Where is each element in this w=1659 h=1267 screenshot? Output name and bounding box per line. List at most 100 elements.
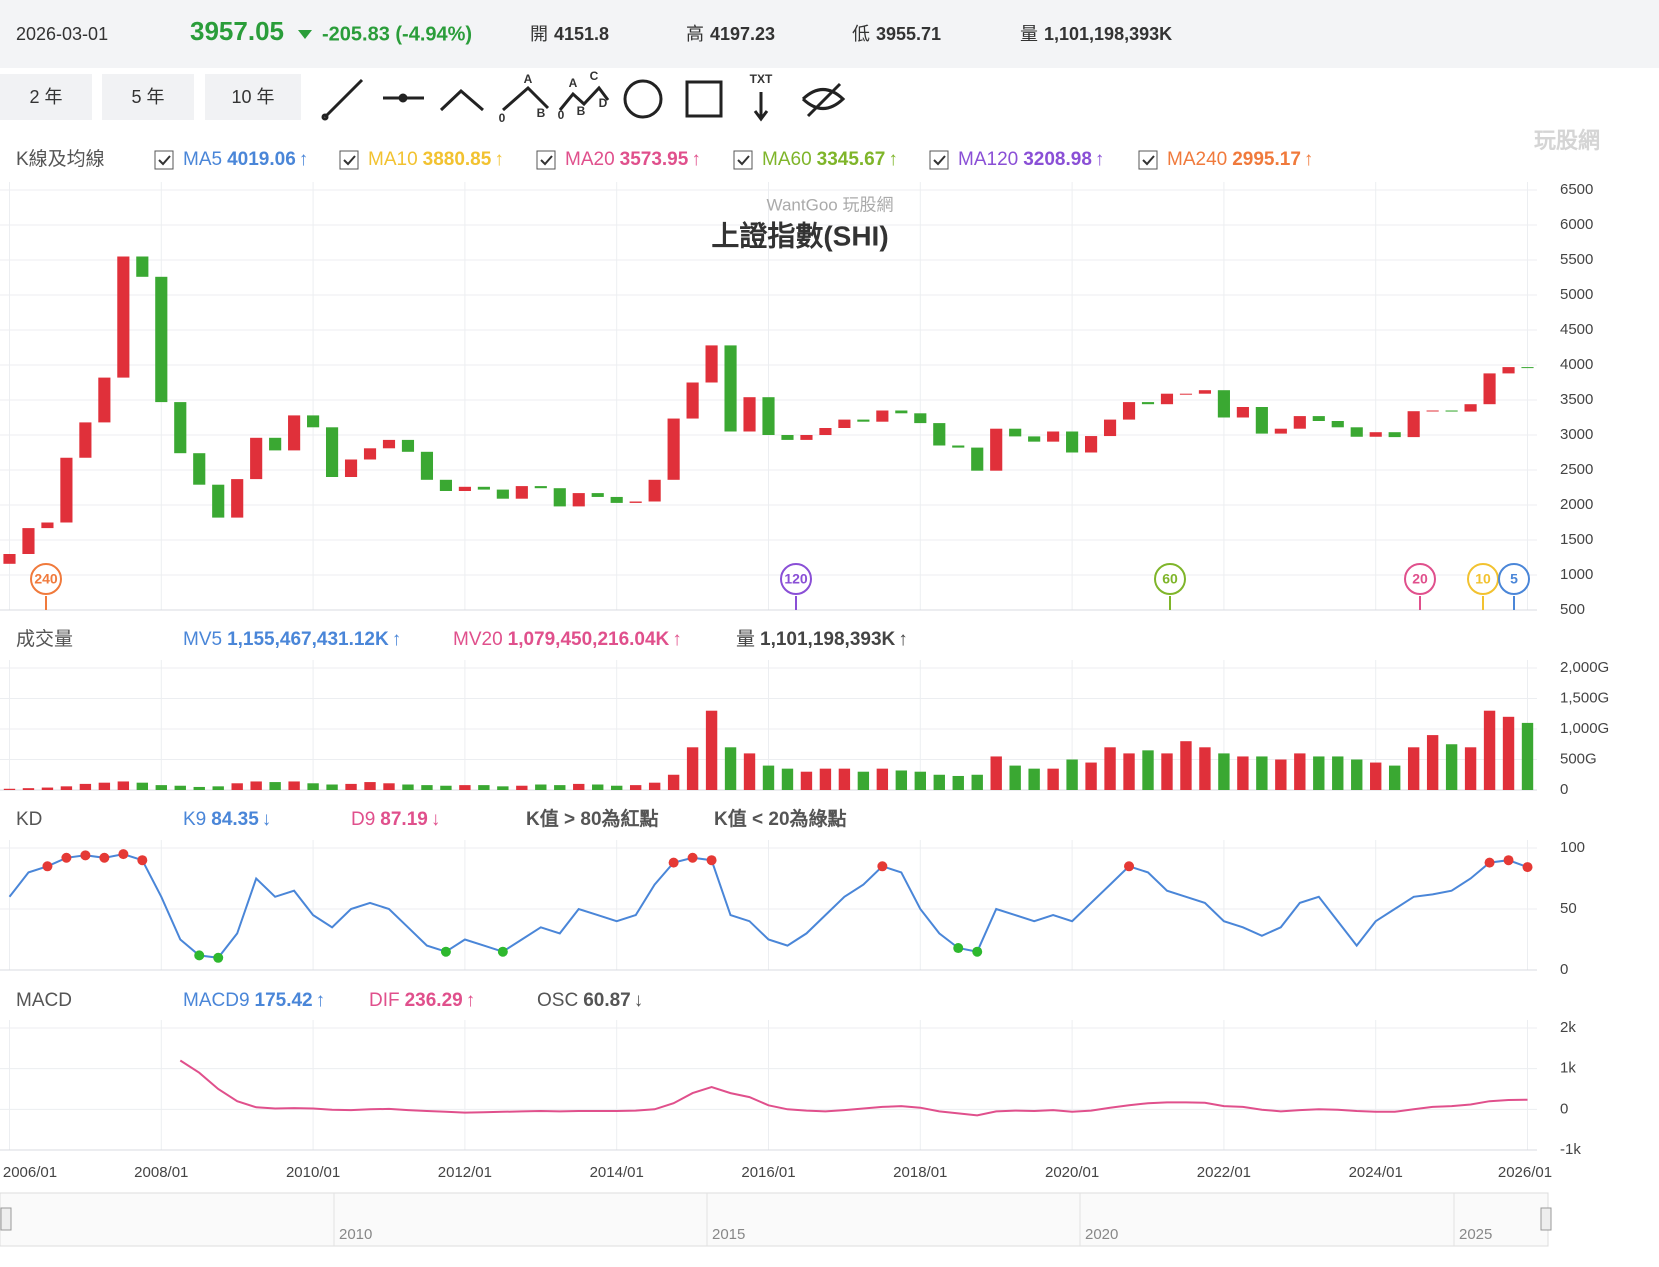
checkbox[interactable] <box>154 150 174 170</box>
y-tick-label: 6500 <box>1560 181 1593 198</box>
candle <box>420 451 434 480</box>
range-label[interactable]: 10 年 <box>231 87 274 107</box>
y-tick-label: 0 <box>1560 781 1568 798</box>
badge-label: 120 <box>784 571 808 587</box>
candle <box>781 435 794 440</box>
ma-legend: MA5 4019.06 ↑ <box>183 149 308 170</box>
series-line <box>8 853 1528 959</box>
candle <box>895 410 908 414</box>
volume-bar <box>876 768 889 790</box>
ma-legend: MA240 2995.17 ↑ <box>1167 149 1313 170</box>
kd-dot <box>497 946 508 957</box>
checkbox[interactable] <box>536 150 556 170</box>
legend-trend: ↓ <box>262 809 272 830</box>
candle <box>1236 407 1249 418</box>
checkbox[interactable] <box>339 150 359 170</box>
x-tick-label: 2010/01 <box>286 1164 340 1181</box>
ma-value: 3345.67 <box>817 149 886 170</box>
candle <box>231 479 244 518</box>
stat-label: 高 <box>686 24 704 44</box>
x-tick-label: 2006/01 <box>3 1164 57 1181</box>
candle <box>458 486 471 491</box>
checkbox[interactable] <box>733 150 753 170</box>
macd-legend: MACD9 175.42 ↑ <box>183 990 325 1011</box>
stat-value: 1,101,198,393K <box>1044 24 1172 44</box>
range-label[interactable]: 2 年 <box>29 87 62 107</box>
candle <box>269 437 282 451</box>
candle <box>288 415 301 451</box>
candle <box>117 256 130 378</box>
candle <box>1464 404 1477 412</box>
navigator-handle[interactable] <box>0 1207 12 1231</box>
volume-bar <box>1256 756 1268 790</box>
kd-dot <box>80 850 91 861</box>
volume-bar <box>497 786 509 790</box>
candle <box>1312 416 1325 421</box>
checkbox[interactable] <box>1138 150 1158 170</box>
legend-trend: ↑ <box>898 629 908 650</box>
navigator-label: 2020 <box>1085 1226 1118 1243</box>
legend-trend: ↑ <box>466 990 476 1011</box>
volume-bar <box>838 768 851 790</box>
volume-bar <box>1161 753 1173 790</box>
candle <box>98 377 111 423</box>
range-button[interactable] <box>205 74 301 120</box>
y-tick-label: 500G <box>1560 750 1597 767</box>
legend-name: K9 <box>183 809 206 830</box>
legend-trend: ↑ <box>392 629 402 650</box>
volume-bar <box>667 774 680 790</box>
candle <box>1122 402 1136 420</box>
volume-bar <box>819 768 832 790</box>
ma-value: 2995.17 <box>1232 149 1301 170</box>
tool-letter: C <box>590 69 599 83</box>
navigator-handle[interactable] <box>1540 1207 1552 1231</box>
kd-dot <box>668 857 679 868</box>
y-tick-label: 1,500G <box>1560 689 1609 706</box>
legend-trend: ↑ <box>672 629 682 650</box>
volume-bar <box>79 783 92 790</box>
tool-letter: A <box>569 76 578 90</box>
x-tick-label: 2016/01 <box>741 1164 795 1181</box>
y-tick-label: 1000 <box>1560 566 1593 583</box>
ma-value: 3880.85 <box>423 149 492 170</box>
legend-name: DIF <box>369 990 400 1011</box>
candle <box>1255 407 1268 434</box>
y-tick-label: 5500 <box>1560 251 1593 268</box>
volume-bar <box>1123 753 1135 790</box>
tool-letter: A <box>524 72 533 86</box>
volume-bar <box>440 785 452 790</box>
kd-dot <box>706 855 717 866</box>
badge-label: 60 <box>1162 571 1178 587</box>
y-tick-label: 0 <box>1560 961 1568 978</box>
volume-bar <box>1237 756 1249 790</box>
ma-name: MA5 <box>183 149 222 170</box>
y-tick-label: 1k <box>1560 1060 1576 1077</box>
navigator[interactable] <box>0 1192 1549 1247</box>
range-button[interactable] <box>102 74 194 120</box>
volume-bar <box>269 782 281 790</box>
volume-bar <box>3 788 16 790</box>
candle <box>401 439 415 452</box>
drawing-tools[interactable] <box>321 78 846 122</box>
ma-value: 3208.98 <box>1023 149 1092 170</box>
candle <box>648 479 661 502</box>
x-tick-label: 2014/01 <box>590 1164 644 1181</box>
candle <box>990 428 1003 471</box>
panel-label: K線及均線 <box>16 148 105 170</box>
volume-bar <box>1388 765 1401 790</box>
volume-bar <box>1009 765 1021 790</box>
candle <box>572 493 585 507</box>
volume-bar <box>231 783 243 790</box>
legend-trend: ↓ <box>431 809 441 830</box>
volume-bar <box>250 781 262 790</box>
candle <box>591 493 604 497</box>
stat: 開 4151.8 <box>530 24 609 44</box>
volume-bar <box>1142 750 1154 790</box>
volume-bar <box>1047 768 1059 790</box>
legend-name: 量 <box>736 629 755 650</box>
checkbox[interactable] <box>929 150 949 170</box>
candle <box>914 413 927 424</box>
range-label[interactable]: 5 年 <box>131 87 164 107</box>
range-button[interactable] <box>0 74 92 120</box>
